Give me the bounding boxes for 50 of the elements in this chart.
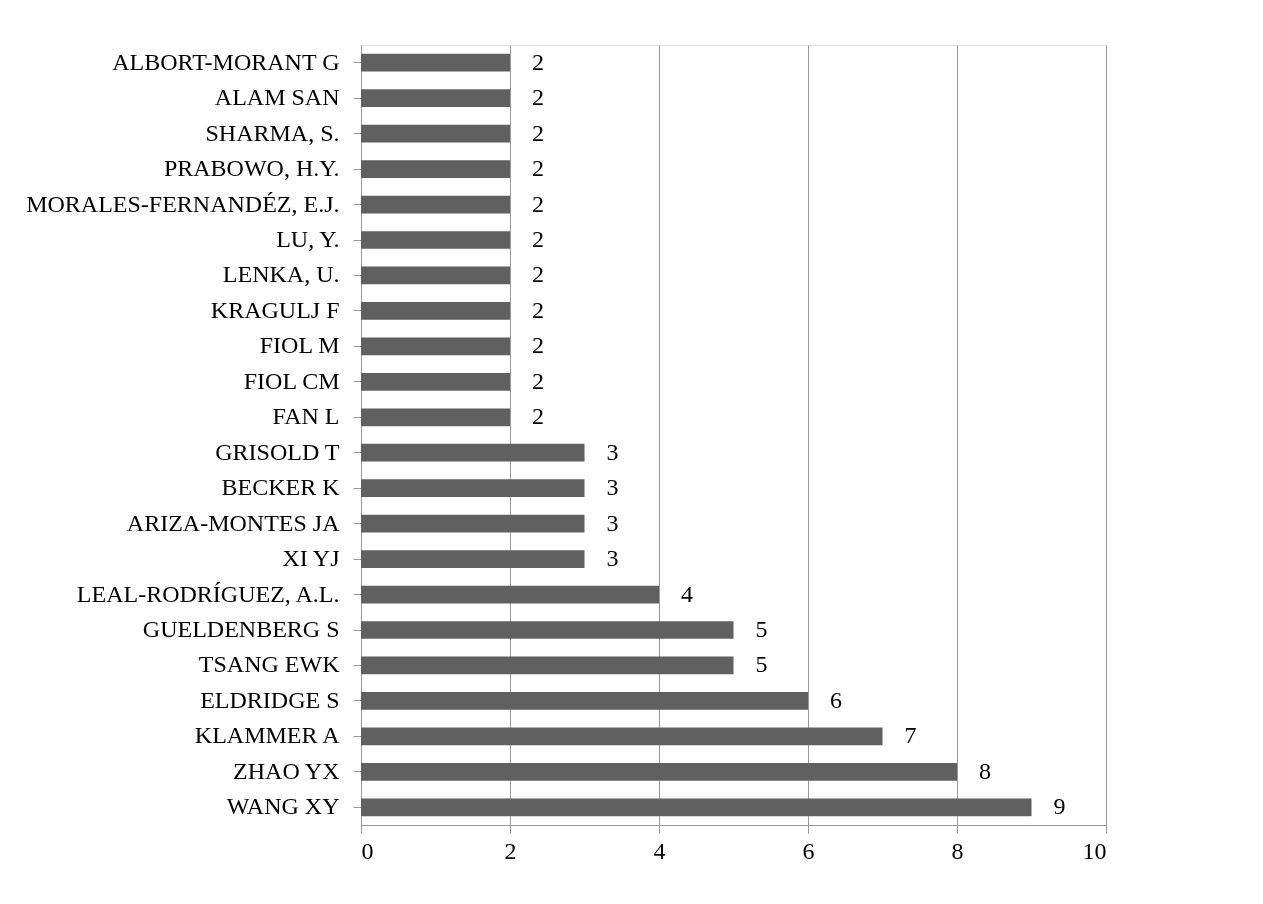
y-tick-label: GUELDENBERG S — [142, 616, 340, 642]
y-tick-label: TSANG EWK — [198, 651, 341, 678]
y-tick-label: FIOL M — [259, 332, 340, 359]
data-label: 5 — [755, 651, 768, 678]
x-tick-label: 6 — [802, 837, 815, 864]
data-label: 2 — [532, 155, 544, 182]
x-tick-label: 10 — [1082, 837, 1107, 864]
y-tick-label: ARIZA-MONTES JA — [126, 509, 341, 536]
y-tick-label: ELDRIDGE S — [200, 686, 340, 713]
x-tick-label: 0 — [361, 837, 374, 864]
y-tick-label: PRABOWO, H.Y. — [163, 155, 340, 182]
data-label: 3 — [606, 509, 619, 536]
data-label: 4 — [681, 580, 693, 607]
y-tick-label: KLAMMER A — [194, 722, 341, 749]
data-label: 3 — [606, 545, 619, 572]
data-label: 7 — [904, 722, 917, 749]
data-label: 2 — [532, 226, 544, 252]
y-tick-label: XI YJ — [282, 545, 340, 572]
data-label: 2 — [532, 261, 544, 288]
data-label: 2 — [532, 403, 544, 430]
y-tick-label: LU, Y. — [276, 226, 340, 252]
y-tick-label: BECKER K — [221, 474, 341, 501]
x-tick-label: 8 — [951, 837, 964, 864]
data-label: 5 — [755, 616, 768, 642]
data-label: 2 — [532, 296, 544, 323]
data-label: 6 — [830, 686, 842, 713]
y-tick-label: KRAGULJ F — [210, 296, 340, 323]
y-tick-label: ZHAO YX — [233, 757, 340, 784]
y-tick-label: LEAL-RODRÍGUEZ, A.L. — [76, 580, 340, 607]
y-tick-label: ALAM SAN — [214, 84, 340, 111]
y-tick-label: MORALES-FERNANDÉZ, E.J. — [26, 190, 340, 217]
y-tick-label: LENKA, U. — [222, 261, 340, 288]
y-tick-label: ALBORT-MORANT G — [112, 48, 340, 75]
data-label: 2 — [532, 48, 544, 75]
data-label: 2 — [532, 190, 544, 217]
y-tick-label: FIOL CM — [243, 367, 340, 394]
y-tick-label: WANG XY — [226, 793, 340, 820]
x-tick-label: 2 — [504, 837, 517, 864]
y-tick-label: GRISOLD T — [215, 438, 340, 465]
data-label: 9 — [1053, 793, 1066, 820]
y-tick-label: SHARMA, S. — [205, 119, 340, 146]
data-label: 3 — [606, 474, 619, 501]
y-tick-label: FAN L — [272, 403, 340, 430]
data-label: 8 — [979, 757, 991, 784]
data-label: 2 — [532, 119, 544, 146]
data-label: 2 — [532, 332, 544, 359]
data-label: 2 — [532, 84, 544, 111]
data-label: 3 — [606, 438, 619, 465]
data-label: 2 — [532, 367, 544, 394]
x-tick-label: 4 — [653, 837, 666, 864]
